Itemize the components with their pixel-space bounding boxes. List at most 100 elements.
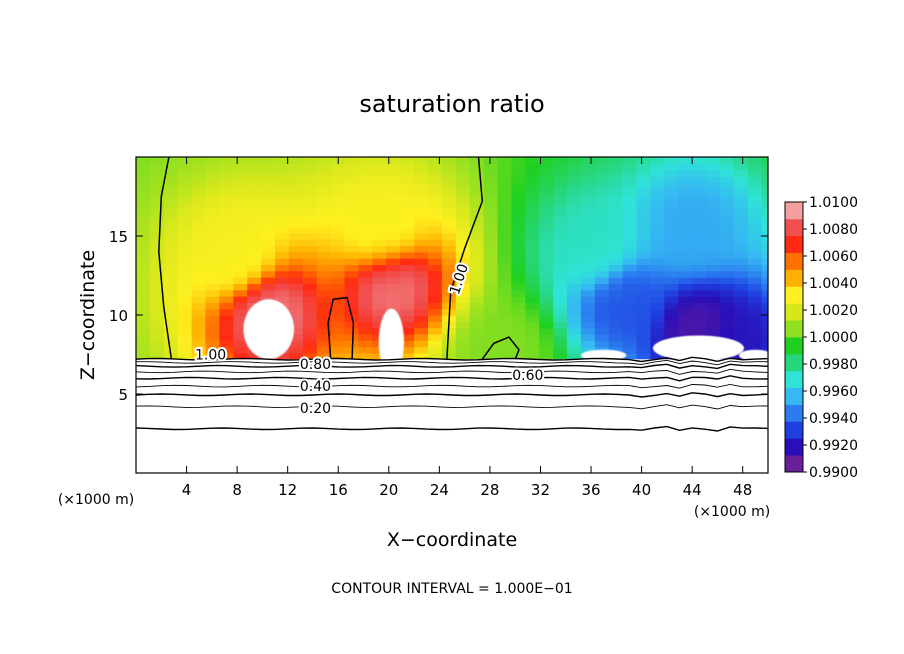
field-cell	[344, 308, 360, 316]
field-cell	[302, 175, 318, 183]
field-cell	[511, 333, 526, 341]
field-cell	[247, 201, 262, 209]
y-tick-label: 15	[109, 228, 128, 246]
colorbar-segment	[785, 269, 803, 287]
field-cell	[664, 283, 679, 291]
field-cell	[553, 302, 568, 310]
y-tick-label: 10	[109, 307, 128, 325]
field-cell	[511, 302, 526, 310]
field-cell	[497, 182, 512, 190]
field-cell	[469, 315, 485, 322]
field-cell	[372, 194, 387, 202]
field-cell	[358, 264, 373, 272]
field-cell	[483, 232, 499, 240]
field-cell	[191, 327, 207, 335]
field-cell	[678, 207, 693, 215]
field-cell	[483, 308, 499, 316]
field-cell	[567, 352, 582, 360]
field-cell	[330, 277, 346, 284]
field-cell	[261, 157, 276, 164]
field-cell	[191, 188, 207, 196]
field-cell	[733, 327, 749, 335]
field-cell	[358, 308, 373, 316]
field-cell	[191, 169, 207, 177]
field-cell	[302, 264, 318, 272]
field-cell	[441, 340, 457, 348]
field-cell	[344, 296, 360, 303]
field-cell	[275, 175, 290, 183]
field-cell	[191, 194, 207, 202]
field-cell	[288, 163, 304, 171]
field-cell	[275, 258, 290, 266]
field-cell	[358, 321, 373, 329]
field-cell	[553, 169, 568, 177]
field-cell	[149, 289, 165, 297]
field-cell	[553, 315, 568, 322]
field-cell	[205, 289, 221, 297]
field-cell	[330, 264, 346, 272]
field-cell	[733, 315, 749, 322]
field-cell	[706, 239, 721, 247]
field-cell	[622, 283, 638, 291]
contour-line	[136, 375, 768, 382]
field-cell	[163, 333, 179, 341]
field-cell	[608, 220, 624, 228]
field-cell	[539, 327, 554, 335]
field-cell	[539, 175, 554, 183]
field-cell	[330, 346, 346, 354]
field-cell	[664, 188, 679, 196]
field-cell	[191, 207, 207, 215]
field-cell	[706, 270, 721, 278]
field-cell	[594, 327, 610, 335]
field-cell	[414, 264, 429, 272]
field-cell	[358, 175, 373, 183]
field-cell	[177, 213, 193, 221]
field-cell	[678, 308, 693, 316]
field-cell	[525, 340, 540, 348]
field-cell	[400, 220, 415, 228]
field-cell	[622, 182, 638, 190]
field-cell	[344, 169, 360, 177]
field-cell	[650, 226, 665, 234]
field-cell	[650, 264, 665, 272]
field-cell	[136, 232, 151, 240]
field-cell	[205, 346, 221, 354]
field-cell	[567, 333, 582, 341]
field-cell	[678, 245, 693, 253]
field-cell	[747, 283, 763, 291]
field-cell	[288, 232, 304, 240]
field-cell	[219, 175, 234, 183]
field-cell	[594, 239, 610, 247]
field-cell	[163, 213, 179, 221]
field-cell	[233, 308, 248, 316]
field-cell	[483, 182, 499, 190]
field-cell	[441, 188, 457, 196]
field-cell	[205, 220, 221, 228]
field-cell	[678, 296, 693, 303]
field-cell	[497, 207, 512, 215]
field-cell	[372, 315, 387, 322]
field-cell	[136, 169, 151, 177]
field-cell	[692, 213, 707, 221]
field-cell	[191, 270, 207, 278]
field-cell	[233, 220, 248, 228]
field-cell	[358, 239, 373, 247]
field-cell	[358, 207, 373, 215]
field-cell	[497, 346, 512, 354]
field-cell	[567, 169, 582, 177]
field-cell	[692, 302, 707, 310]
field-cell	[664, 220, 679, 228]
field-cell	[261, 245, 276, 253]
field-cell	[511, 169, 526, 177]
field-cell	[344, 239, 360, 247]
field-cell	[275, 289, 290, 297]
field-cell	[733, 251, 749, 259]
x-tick-label: 4	[182, 481, 192, 499]
field-cell	[455, 308, 471, 316]
field-cell	[149, 270, 165, 278]
field-cell	[233, 270, 248, 278]
field-cell	[233, 239, 248, 247]
field-cell	[400, 296, 415, 303]
field-cell	[678, 258, 693, 266]
field-cell	[622, 289, 638, 297]
